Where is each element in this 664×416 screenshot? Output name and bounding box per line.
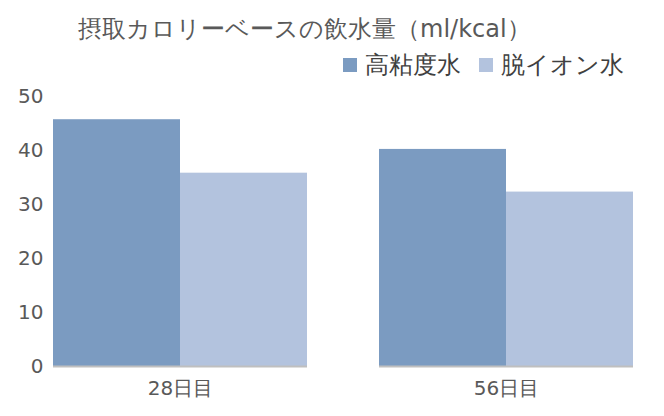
svg-text:56日目: 56日目 xyxy=(474,376,539,400)
svg-text:10: 10 xyxy=(18,300,43,324)
svg-text:28日目: 28日目 xyxy=(148,376,213,400)
svg-text:20: 20 xyxy=(18,246,43,270)
svg-text:50: 50 xyxy=(18,84,43,108)
html-text:脱イオン水: 脱イオン水 xyxy=(501,51,624,79)
svg-text:0: 0 xyxy=(31,354,44,378)
html-text:摂取カロリーベースの飲水量（ml/kcal）: 摂取カロリーベースの飲水量（ml/kcal） xyxy=(78,15,531,43)
svg-text:40: 40 xyxy=(18,138,43,162)
svg-text:30: 30 xyxy=(18,192,43,216)
html-text:高粘度水: 高粘度水 xyxy=(365,51,461,79)
